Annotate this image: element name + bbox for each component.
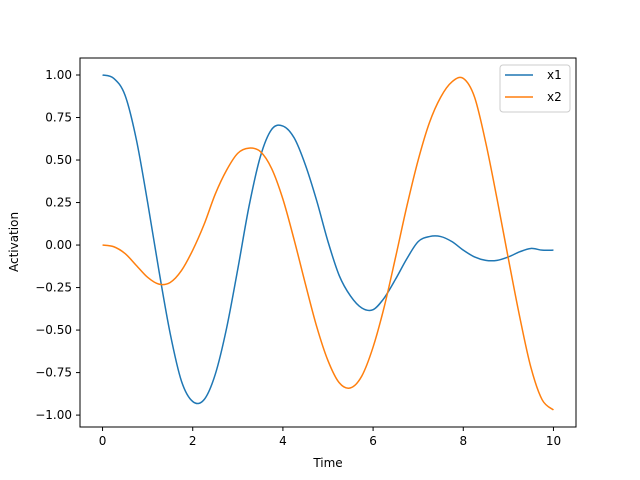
legend: x1 x2 [499,64,571,113]
y-tick-label: 1.00 [45,68,72,82]
x-axis-label: Time [312,456,342,470]
series-line-x2 [102,76,554,411]
y-tick-label: 0.25 [45,196,72,210]
x-tick-label: 0 [99,434,107,448]
x-axis: 0 2 4 6 8 10 [99,427,561,448]
y-tick-label: 0.50 [45,153,72,167]
y-tick-label: 0.00 [45,238,72,252]
y-axis-label: Activation [7,212,21,272]
x-tick-label: 8 [459,434,467,448]
legend-label-x1: x1 [547,68,562,82]
x-tick-label: 2 [189,434,197,448]
y-tick-label: −1.00 [35,408,72,422]
legend-label-x2: x2 [547,90,562,104]
legend-box [499,64,571,113]
y-tick-label: −0.25 [35,281,72,295]
series-line-x1 [102,74,554,405]
y-tick-label: −0.50 [35,323,72,337]
series-layer [102,74,554,411]
y-tick-label: −0.75 [35,366,72,380]
x-tick-label: 6 [369,434,377,448]
x-tick-label: 10 [546,434,561,448]
x-tick-label: 4 [279,434,287,448]
y-axis: 1.00 0.75 0.50 0.25 0.00 −0.25 −0.50 −0.75 −1.00 [35,68,80,422]
plot-frame [79,57,577,428]
y-tick-label: 0.75 [45,111,72,125]
